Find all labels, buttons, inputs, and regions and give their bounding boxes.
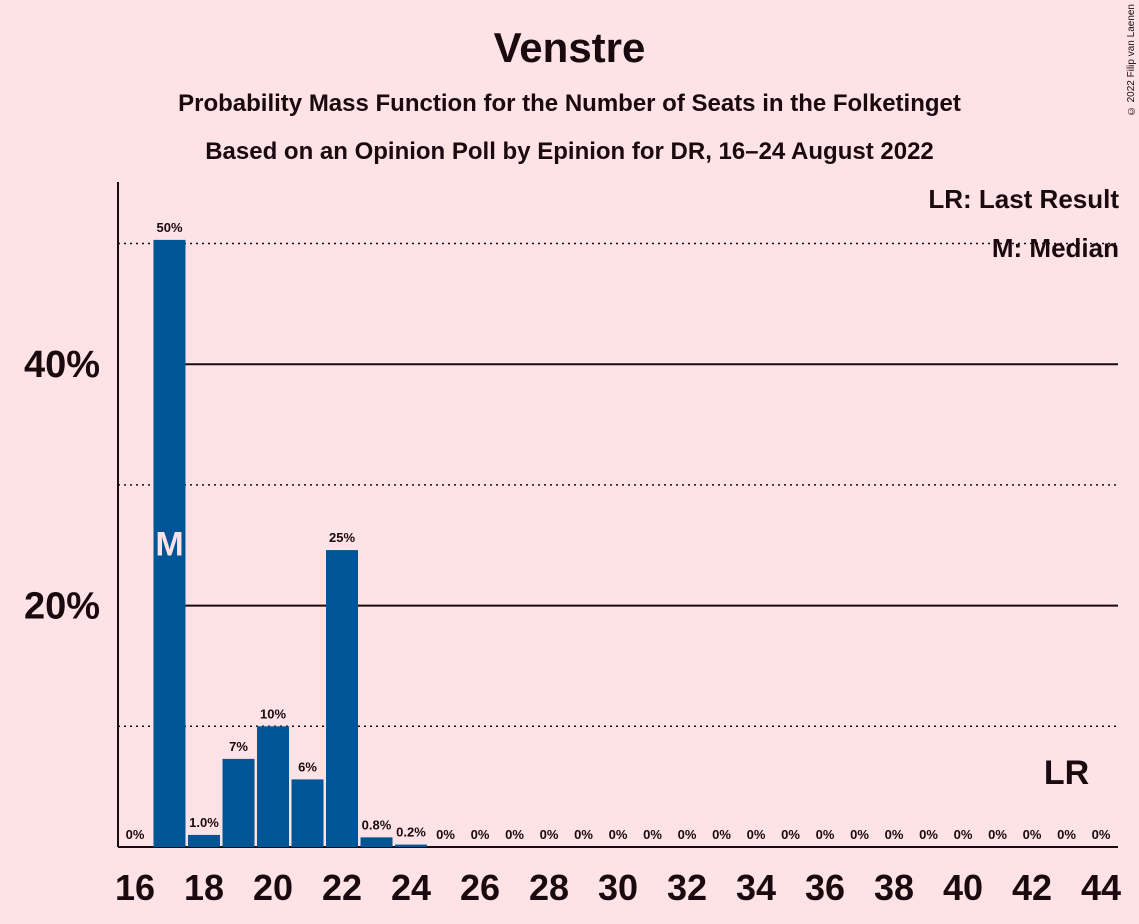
- data-label-22: 25%: [329, 530, 355, 545]
- data-label-41: 0%: [988, 827, 1007, 842]
- last-result-marker: LR: [1044, 754, 1089, 792]
- bar-19: [222, 758, 255, 847]
- x-tick-label-20: 20: [253, 867, 293, 908]
- data-label-25: 0%: [436, 827, 455, 842]
- data-label-34: 0%: [747, 827, 766, 842]
- data-label-21: 6%: [298, 759, 317, 774]
- data-label-31: 0%: [643, 827, 662, 842]
- x-tick-label-32: 32: [667, 867, 707, 908]
- x-tick-label-36: 36: [805, 867, 845, 908]
- median-marker: M: [155, 525, 183, 563]
- bar-23: [360, 837, 393, 847]
- chart-title: Venstre: [493, 24, 646, 71]
- bar-17: [153, 239, 186, 847]
- data-label-24: 0.2%: [396, 825, 426, 840]
- data-label-23: 0.8%: [362, 817, 392, 832]
- data-label-17: 50%: [156, 220, 182, 235]
- y-tick-label: 20%: [24, 586, 100, 628]
- chart-subtitle-1: Probability Mass Function for the Number…: [178, 90, 961, 117]
- data-label-40: 0%: [954, 827, 973, 842]
- x-tick-label-16: 16: [115, 867, 155, 908]
- x-tick-label-34: 34: [736, 867, 776, 908]
- bar-24: [395, 844, 427, 847]
- data-label-33: 0%: [712, 827, 731, 842]
- x-tick-label-26: 26: [460, 867, 500, 908]
- bar-18: [188, 834, 220, 847]
- x-tick-label-40: 40: [943, 867, 983, 908]
- data-label-39: 0%: [919, 827, 938, 842]
- data-label-36: 0%: [816, 827, 835, 842]
- data-label-44: 0%: [1092, 827, 1111, 842]
- legend-median: M: Median: [991, 233, 1119, 263]
- data-label-38: 0%: [885, 827, 904, 842]
- data-label-32: 0%: [678, 827, 697, 842]
- data-label-26: 0%: [471, 827, 490, 842]
- y-tick-label: 40%: [24, 344, 100, 386]
- x-tick-label-18: 18: [184, 867, 224, 908]
- x-tick-label-28: 28: [529, 867, 569, 908]
- data-label-35: 0%: [781, 827, 800, 842]
- chart-subtitle-2: Based on an Opinion Poll by Epinion for …: [205, 138, 934, 165]
- data-label-28: 0%: [540, 827, 559, 842]
- x-tick-label-38: 38: [874, 867, 914, 908]
- data-label-27: 0%: [505, 827, 524, 842]
- x-tick-label-30: 30: [598, 867, 638, 908]
- bar-22: [326, 550, 358, 847]
- legend-last-result: LR: Last Result: [928, 184, 1119, 214]
- x-tick-label-42: 42: [1012, 867, 1052, 908]
- x-tick-label-22: 22: [322, 867, 362, 908]
- data-label-29: 0%: [574, 827, 593, 842]
- bar-21: [291, 779, 324, 847]
- data-label-16: 0%: [126, 827, 145, 842]
- data-label-20: 10%: [260, 706, 286, 721]
- x-tick-label-24: 24: [391, 867, 431, 908]
- data-label-18: 1.0%: [189, 815, 219, 830]
- data-label-42: 0%: [1023, 827, 1042, 842]
- data-label-19: 7%: [229, 739, 248, 754]
- data-label-30: 0%: [609, 827, 628, 842]
- data-label-37: 0%: [850, 827, 869, 842]
- bar-20: [257, 726, 289, 847]
- data-label-43: 0%: [1057, 827, 1076, 842]
- x-tick-label-44: 44: [1081, 867, 1121, 908]
